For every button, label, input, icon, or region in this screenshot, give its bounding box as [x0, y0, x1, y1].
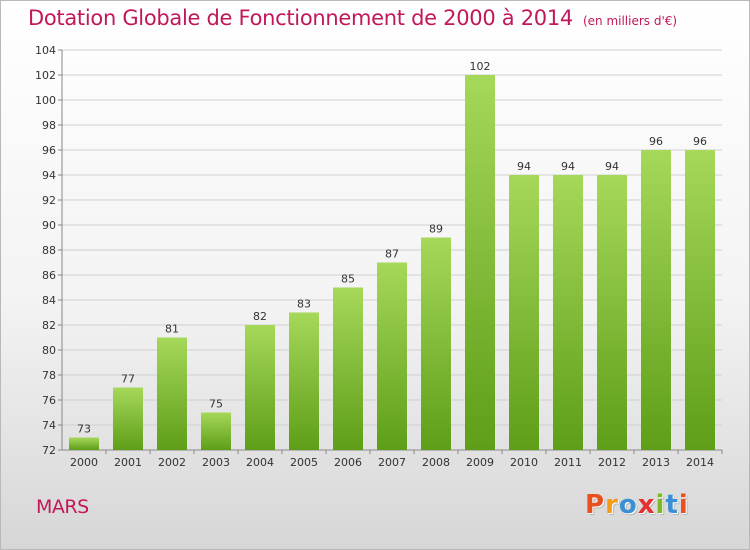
data-label-2008: 89: [429, 223, 443, 236]
data-label-2006: 85: [341, 273, 355, 286]
y-tick-label: 88: [42, 244, 56, 257]
bar-2003: [201, 412, 231, 450]
x-tick-label-2011: 2011: [554, 456, 582, 469]
x-tick-label-2005: 2005: [290, 456, 318, 469]
y-tick-label: 80: [42, 344, 56, 357]
commune-name: MARS: [36, 496, 89, 518]
bar-2007: [377, 262, 407, 450]
bar-2001: [113, 387, 143, 450]
data-label-2001: 77: [121, 373, 135, 386]
bar-2004: [245, 325, 275, 450]
x-tick-label-2001: 2001: [114, 456, 142, 469]
x-tick-label-2009: 2009: [466, 456, 494, 469]
bar-2005: [289, 312, 319, 450]
y-tick-label: 86: [42, 269, 56, 282]
data-label-2005: 83: [297, 298, 311, 311]
logo-letter: r: [605, 490, 619, 520]
y-tick-label: 102: [35, 69, 56, 82]
data-label-2009: 102: [470, 60, 491, 73]
x-tick-label-2008: 2008: [422, 456, 450, 469]
logo-letter: P: [585, 490, 606, 520]
chart-title: Dotation Globale de Fonctionnement de 20…: [28, 6, 677, 30]
bar-2011: [553, 175, 583, 450]
y-tick-label: 104: [35, 44, 56, 57]
x-tick-label-2000: 2000: [70, 456, 98, 469]
chart-unit: (en milliers d'€): [582, 14, 678, 28]
logo-letter: o: [618, 490, 638, 520]
bar-2009: [465, 75, 495, 450]
y-tick-label: 90: [42, 219, 56, 232]
data-label-2014: 96: [693, 135, 707, 148]
data-label-2000: 73: [77, 423, 91, 436]
bars: [69, 75, 715, 450]
logo-letter: x: [637, 490, 656, 520]
y-tick-label: 92: [42, 194, 56, 207]
y-tick-label: 98: [42, 119, 56, 132]
y-tick-label: 82: [42, 319, 56, 332]
data-label-2012: 94: [605, 160, 619, 173]
bar-2008: [421, 237, 451, 450]
data-label-2013: 96: [649, 135, 663, 148]
y-tick-label: 100: [35, 94, 56, 107]
y-tick-label: 72: [42, 444, 56, 457]
bar-2006: [333, 287, 363, 450]
bar-2000: [69, 437, 99, 450]
x-tick-label-2006: 2006: [334, 456, 362, 469]
x-tick-label-2003: 2003: [202, 456, 230, 469]
x-tick-label-2012: 2012: [598, 456, 626, 469]
y-tick-label: 96: [42, 144, 56, 157]
logo-letter: t: [665, 490, 679, 520]
data-label-2007: 87: [385, 248, 399, 261]
data-label-2010: 94: [517, 160, 531, 173]
bar-2010: [509, 175, 539, 450]
bar-2012: [597, 175, 627, 450]
x-tick-label-2002: 2002: [158, 456, 186, 469]
proxiti-logo[interactable]: Proxiti: [585, 490, 689, 520]
x-tick-label-2007: 2007: [378, 456, 406, 469]
y-tick-label: 94: [42, 169, 56, 182]
y-tick-label: 76: [42, 394, 56, 407]
bar-2002: [157, 337, 187, 450]
x-tick-label-2010: 2010: [510, 456, 538, 469]
y-tick-label: 84: [42, 294, 56, 307]
x-tick-label-2004: 2004: [246, 456, 274, 469]
chart-title-text: Dotation Globale de Fonctionnement de 20…: [28, 6, 573, 30]
data-label-2004: 82: [253, 310, 267, 323]
y-tick-label: 74: [42, 419, 56, 432]
data-label-2003: 75: [209, 398, 223, 411]
bar-2013: [641, 150, 671, 450]
x-tick-label-2014: 2014: [686, 456, 714, 469]
y-tick-label: 78: [42, 369, 56, 382]
logo-letter: i: [655, 490, 666, 520]
data-label-2002: 81: [165, 323, 179, 336]
axes: 72 74 76 78 80 82 84 86 88 90 92 94 96 98 100 102 104 200…: [35, 44, 723, 469]
bar-2014: [685, 150, 715, 450]
data-label-2011: 94: [561, 160, 575, 173]
logo-letter: i: [678, 490, 689, 520]
data-labels: 73 77 81 75 82 83 85 87 89 102 94 94 94 96 96: [77, 60, 707, 436]
x-tick-label-2013: 2013: [642, 456, 670, 469]
